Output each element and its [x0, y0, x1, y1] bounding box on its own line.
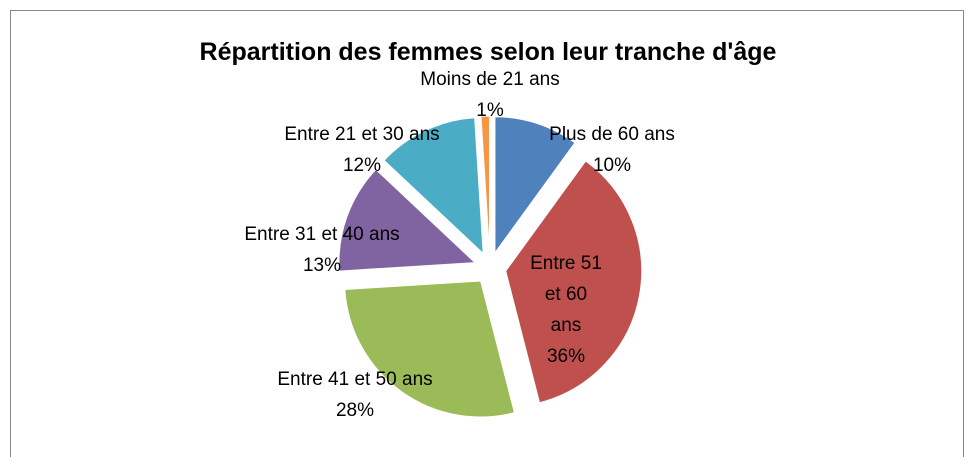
value-label: 13%	[302, 255, 342, 276]
slice-label: Entre 51 et 60 ans 36%	[530, 248, 602, 372]
category-label: Plus de 60 ans	[549, 124, 675, 145]
slice-label: Moins de 21 ans 1%	[415, 64, 565, 126]
pie-slice	[494, 116, 576, 255]
category-label: Entre 31 et 40 ans	[244, 224, 400, 245]
value-label: 1%	[476, 100, 504, 121]
pie-slice	[338, 168, 477, 272]
category-label: Entre 51 et 60 ans	[530, 253, 602, 336]
pie-slice	[505, 160, 643, 404]
category-label: Entre 21 et 30 ans	[284, 124, 440, 145]
slice-label: Plus de 60 ans 10%	[527, 119, 697, 181]
category-label: Entre 41 et 50 ans	[277, 369, 433, 390]
pie-slice	[480, 115, 490, 253]
value-label: 28%	[335, 400, 375, 421]
chart-frame	[10, 10, 964, 457]
pie-slice	[344, 280, 516, 418]
slice-label: Entre 31 et 40 ans 13%	[237, 219, 407, 281]
category-label: Moins de 21 ans	[420, 69, 560, 90]
chart-title: Répartition des femmes selon leur tranch…	[199, 38, 777, 66]
slice-label: Entre 21 et 30 ans 12%	[277, 119, 447, 181]
slice-label: Entre 41 et 50 ans 28%	[270, 364, 440, 426]
value-label: 10%	[592, 155, 632, 176]
pie-slice	[383, 117, 484, 255]
value-label: 36%	[546, 346, 586, 367]
value-label: 12%	[342, 155, 382, 176]
